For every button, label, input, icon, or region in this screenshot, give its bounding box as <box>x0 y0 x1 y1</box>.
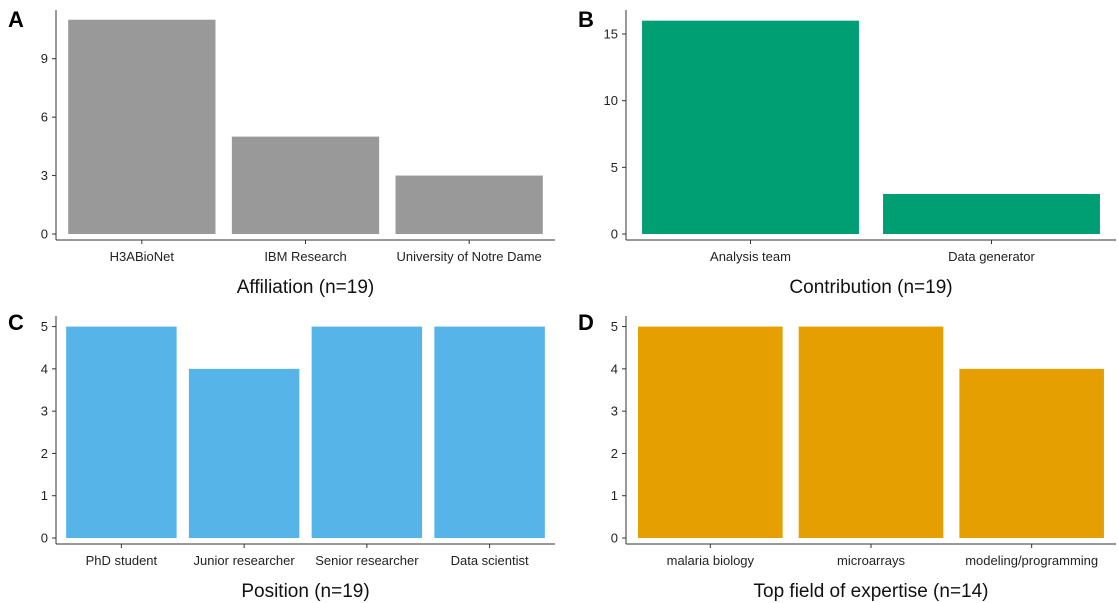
y-tick-label: 2 <box>611 446 618 461</box>
y-tick-label: 15 <box>604 27 618 42</box>
bar-malaria-biology <box>638 326 783 538</box>
y-tick-label: 5 <box>611 160 618 175</box>
x-tick-label: University of Notre Dame <box>397 249 542 264</box>
y-tick-label: 0 <box>41 531 48 546</box>
y-tick-label: 0 <box>611 227 618 242</box>
y-tick-label: 0 <box>611 531 618 546</box>
panel-d: 0 1 2 3 4 5 malaria biology microarrays modeling… <box>578 310 1116 602</box>
panel-label: C <box>8 310 24 335</box>
bar-analysis-team <box>642 20 859 234</box>
panel-b: 0 5 10 15 Analysis team Data generator Contrib… <box>578 7 1116 298</box>
y-tick-label: 2 <box>41 446 48 461</box>
x-axis-title: Position (n=19) <box>241 581 369 602</box>
bar-phd-student <box>66 326 177 538</box>
bar-microarrays <box>798 326 944 538</box>
x-tick-label: Data scientist <box>451 553 529 568</box>
x-axis-title: Top field of expertise (n=14) <box>754 581 989 602</box>
panel-c: 0 1 2 3 4 5 PhD student Junior researcher Senior… <box>8 310 555 602</box>
bar-senior-researcher <box>311 326 423 538</box>
x-tick-label: malaria biology <box>667 553 755 568</box>
bar-modeling-programming <box>959 368 1104 538</box>
panel-label: D <box>578 310 594 335</box>
x-tick-label: Junior researcher <box>194 553 296 568</box>
bar-ibm-research <box>231 136 380 234</box>
x-tick-label: Analysis team <box>710 249 791 264</box>
bar-data-generator <box>883 194 1100 234</box>
x-tick-label: Data generator <box>948 249 1035 264</box>
y-tick-label: 10 <box>604 93 618 108</box>
y-tick-label: 0 <box>41 227 48 242</box>
y-tick-label: 6 <box>41 110 48 125</box>
bar-university-of-notre-dame <box>395 175 543 234</box>
y-tick-label: 5 <box>611 319 618 334</box>
y-tick-label: 1 <box>41 488 48 503</box>
y-tick-label: 9 <box>41 51 48 66</box>
x-tick-label: Senior researcher <box>315 553 419 568</box>
y-tick-label: 3 <box>611 404 618 419</box>
panel-label: B <box>578 7 594 32</box>
panel-label: A <box>8 7 24 32</box>
panel-a: 0 3 6 9 H3ABioNet IBM Research University of N… <box>8 7 555 298</box>
x-tick-label: H3ABioNet <box>110 249 175 264</box>
x-axis-title: Contribution (n=19) <box>789 277 952 298</box>
y-tick-label: 3 <box>41 404 48 419</box>
x-tick-label: IBM Research <box>264 249 346 264</box>
y-tick-label: 1 <box>611 488 618 503</box>
bar-h3abionet <box>68 19 216 234</box>
x-tick-label: modeling/programming <box>965 553 1098 568</box>
y-tick-label: 4 <box>41 361 48 376</box>
x-tick-label: PhD student <box>86 553 158 568</box>
x-axis-title: Affiliation (n=19) <box>237 277 374 298</box>
bar-junior-researcher <box>188 368 300 538</box>
y-tick-label: 3 <box>41 168 48 183</box>
y-tick-label: 4 <box>611 361 618 376</box>
y-tick-label: 5 <box>41 319 48 334</box>
bar-data-scientist <box>434 326 545 538</box>
x-tick-label: microarrays <box>837 553 905 568</box>
